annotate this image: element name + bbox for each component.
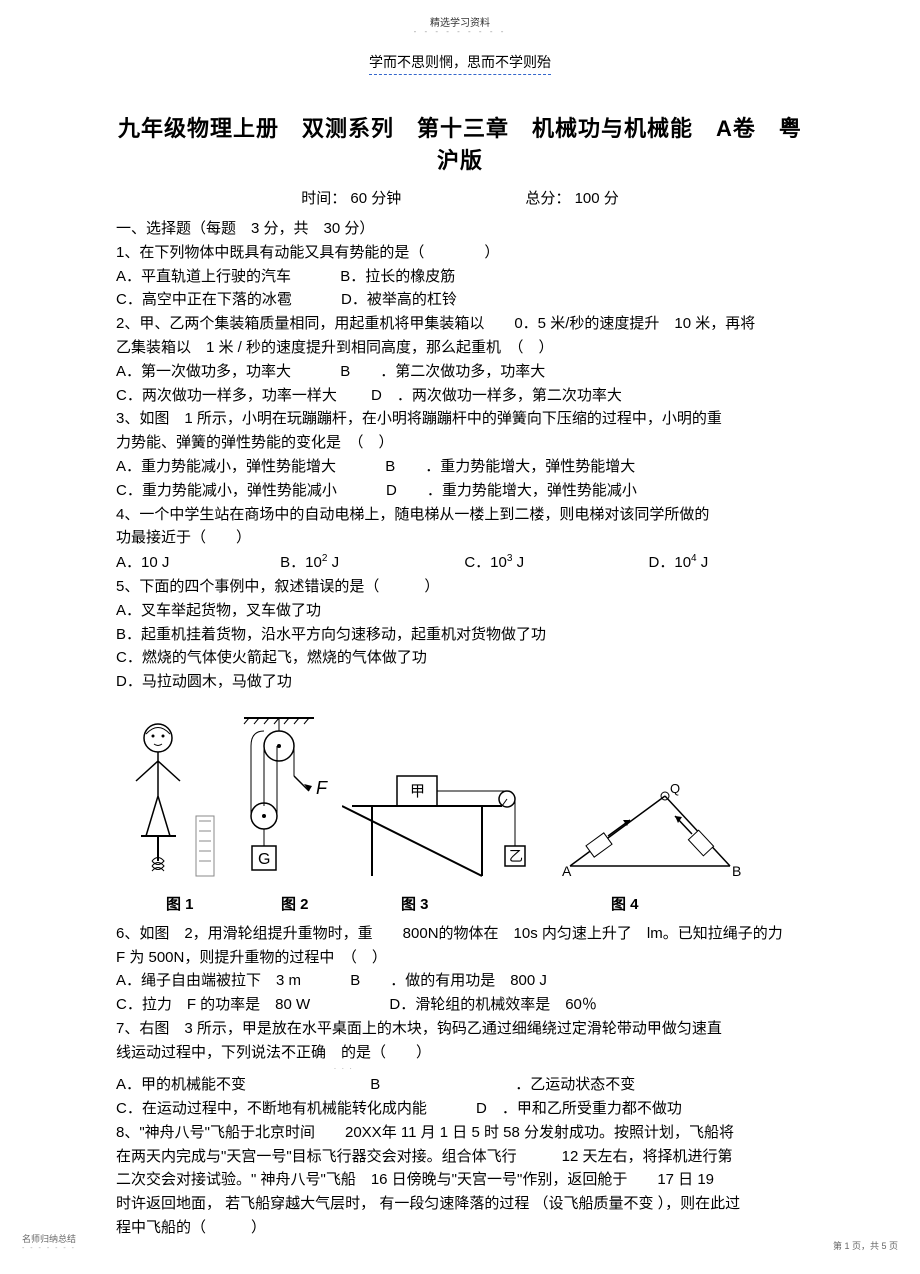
top-dots: - - - - - - - - - — [0, 27, 920, 36]
q6-opt-c: C．拉力 F 的功率是 80 W — [116, 996, 310, 1013]
q1-opt-c: C．高空中正在下落的冰雹 — [116, 291, 292, 308]
figure-captions: 图 1 图 2 图 3 图 4 — [116, 894, 804, 917]
q7-line2: 线运动过程中，下列说法不正确 的是（ ） — [116, 1042, 804, 1065]
q6-opt-b: B ．做的有用功是 800 J — [350, 972, 547, 989]
q7-opt-c: C．在运动过程中，不断地有机械能转化成内能 — [116, 1100, 427, 1117]
q7-line1: 7、右图 3 所示，甲是放在水平桌面上的木块，钩码乙通过细绳绕过定滑轮带动甲做匀… — [116, 1018, 804, 1041]
figure-4: Q A B — [550, 776, 750, 886]
caption-4: 图 4 — [611, 894, 639, 917]
incline-icon: Q A B — [550, 776, 750, 886]
table-pulley-icon: 甲 乙 — [342, 756, 542, 886]
q8-line5: 程中飞船的（ ） — [116, 1217, 804, 1240]
q2-line2: 乙集装箱以 1 米 / 秒的速度提升到相同高度，那么起重机 （ ） — [116, 337, 804, 360]
q2-row2: C．两次做功一样多，功率一样大 D ．两次做功一样多，第二次功率大 — [116, 385, 804, 408]
q3-opt-b: B ．重力势能增大，弹性势能增大 — [385, 458, 635, 475]
q5-opt-b: B．起重机挂着货物，沿水平方向匀速移动，起重机对货物做了功 — [116, 624, 804, 647]
q8-line1: 8、"神舟八号"飞船于北京时间 20XX年 11 月 1 日 5 时 58 分发… — [116, 1122, 804, 1145]
q7-row2: C．在运动过程中，不断地有机械能转化成内能 D ．甲和乙所受重力都不做功 — [116, 1098, 804, 1121]
q7-opt-d: D ．甲和乙所受重力都不做功 — [476, 1100, 682, 1117]
section-heading: 一、选择题（每题 3 分，共 30 分） — [116, 218, 804, 241]
pogo-icon — [116, 716, 226, 886]
q1-opt-b: B．拉长的橡皮筋 — [340, 268, 455, 285]
q6-line2: F 为 500N，则提升重物的过程中 （ ） — [116, 947, 804, 970]
caption-1: 图 1 — [166, 894, 281, 917]
q6-line1: 6、如图 2，用滑轮组提升重物时，重 800N的物体在 10s 内匀速上升了 l… — [116, 923, 804, 946]
q6-row1: A．绳子自由端被拉下 3 m B ．做的有用功是 800 J — [116, 970, 804, 993]
figure-3: 甲 乙 — [342, 756, 542, 886]
figures-row: F G 甲 — [116, 706, 804, 886]
label-jia: 甲 — [410, 783, 425, 800]
q2-opt-a: A．第一次做功多，功率大 — [116, 363, 291, 380]
q3-line2: 力势能、弹簧的弹性势能的变化是 （ ） — [116, 432, 804, 455]
q3-row1: A．重力势能减小，弹性势能增大 B ．重力势能增大，弹性势能增大 — [116, 456, 804, 479]
q4-opt-d: D．104 J — [649, 554, 709, 571]
q3-opt-a: A．重力势能减小，弹性势能增大 — [116, 458, 336, 475]
pulley-icon: F G — [234, 706, 334, 886]
q2-opt-d: D ．两次做功一样多，第二次功率大 — [371, 387, 622, 404]
q1-stem: 1、在下列物体中既具有动能又具有势能的是（ ） — [116, 242, 804, 265]
q1-opt-a: A．平直轨道上行驶的汽车 — [116, 268, 291, 285]
total-score: 总分： 100 分 — [525, 187, 618, 208]
label-A: A — [562, 863, 572, 879]
label-yi: 乙 — [509, 848, 523, 864]
q3-opt-d: D ．重力势能增大，弹性势能减小 — [386, 482, 637, 499]
q4-options: A．10 J B．102 J C．103 J D．104 J — [116, 551, 804, 575]
q6-opt-a: A．绳子自由端被拉下 3 m — [116, 972, 301, 989]
caption-3: 图 3 — [401, 894, 611, 917]
q4-opt-c: C．103 J — [464, 551, 644, 575]
q5-opt-d: D．马拉动圆木，马做了功 — [116, 671, 804, 694]
time-limit: 时间： 60 分钟 — [301, 187, 401, 208]
q6-row2: C．拉力 F 的功率是 80 W D．滑轮组的机械效率是 60％ — [116, 994, 804, 1017]
footer-left: 名师归纳总结 - - - - - - - — [22, 1232, 76, 1252]
q4-opt-a: A．10 J — [116, 552, 276, 575]
q1-row2: C．高空中正在下落的冰雹 D．被举高的杠铃 — [116, 289, 804, 312]
q7-row1: A．甲的机械能不变 B ．乙运动状态不变 — [116, 1074, 804, 1097]
q4-opt-b: B．102 J — [280, 551, 460, 575]
caption-2: 图 2 — [281, 894, 401, 917]
q3-line1: 3、如图 1 所示，小明在玩蹦蹦杆，在小明将蹦蹦杆中的弹簧向下压缩的过程中，小明… — [116, 408, 804, 431]
q4-line1: 4、一个中学生站在商场中的自动电梯上，随电梯从一楼上到二楼，则电梯对该同学所做的 — [116, 504, 804, 527]
motto-text: 学而不思则惘，思而不学则殆 — [369, 52, 551, 75]
label-G: G — [258, 851, 270, 868]
top-watermark: 精选学习资料 — [0, 0, 920, 29]
figure-2: F G — [234, 706, 334, 886]
q1-row1: A．平直轨道上行驶的汽车 B．拉长的橡皮筋 — [116, 266, 804, 289]
q2-opt-c: C．两次做功一样多，功率一样大 — [116, 387, 337, 404]
q8-line2: 在两天内完成与"天宫一号"目标飞行器交会对接。组合体飞行 12 天左右，将择机进… — [116, 1146, 804, 1169]
q8-line3: 二次交会对接试验。" 神舟八号"飞船 16 日傍晚与"天宫一号"作别，返回舱于 … — [116, 1169, 804, 1192]
document-title: 九年级物理上册 双测系列 第十三章 机械功与机械能 A卷 粤沪版 — [116, 111, 804, 175]
timing-row: 时间： 60 分钟 总分： 100 分 — [116, 187, 804, 208]
q7-opt-a: A．甲的机械能不变 — [116, 1076, 246, 1093]
q2-opt-b: B ．第二次做功多，功率大 — [340, 363, 545, 380]
q8-line4: 时许返回地面， 若飞船穿越大气层时， 有一段匀速降落的过程 （设飞船质量不变 ）… — [116, 1193, 804, 1216]
label-F: F — [316, 778, 328, 798]
q5-opt-c: C．燃烧的气体使火箭起飞，燃烧的气体做了功 — [116, 647, 804, 670]
figure-1 — [116, 716, 226, 886]
footer-right: 第 1 页，共 5 页 — [833, 1239, 898, 1252]
q2-row1: A．第一次做功多，功率大 B ．第二次做功多，功率大 — [116, 361, 804, 384]
label-B: B — [732, 863, 741, 879]
q3-opt-c: C．重力势能减小，弹性势能减小 — [116, 482, 337, 499]
q2-line1: 2、甲、乙两个集装箱质量相同，用起重机将甲集装箱以 0．5 米/秒的速度提升 1… — [116, 313, 804, 336]
q6-opt-d: D．滑轮组的机械效率是 60％ — [389, 996, 597, 1013]
q5-stem: 5、下面的四个事例中，叙述错误的是（ ） — [116, 576, 804, 599]
q4-line2: 功最接近于（ ） — [116, 527, 804, 550]
q7-opt-b: B ．乙运动状态不变 — [370, 1076, 635, 1093]
label-Q: Q — [670, 781, 680, 796]
q5-opt-a: A．叉车举起货物，叉车做了功 — [116, 600, 804, 623]
q1-opt-d: D．被举高的杠铃 — [341, 291, 457, 308]
q3-row2: C．重力势能减小，弹性势能减小 D ．重力势能增大，弹性势能减小 — [116, 480, 804, 503]
